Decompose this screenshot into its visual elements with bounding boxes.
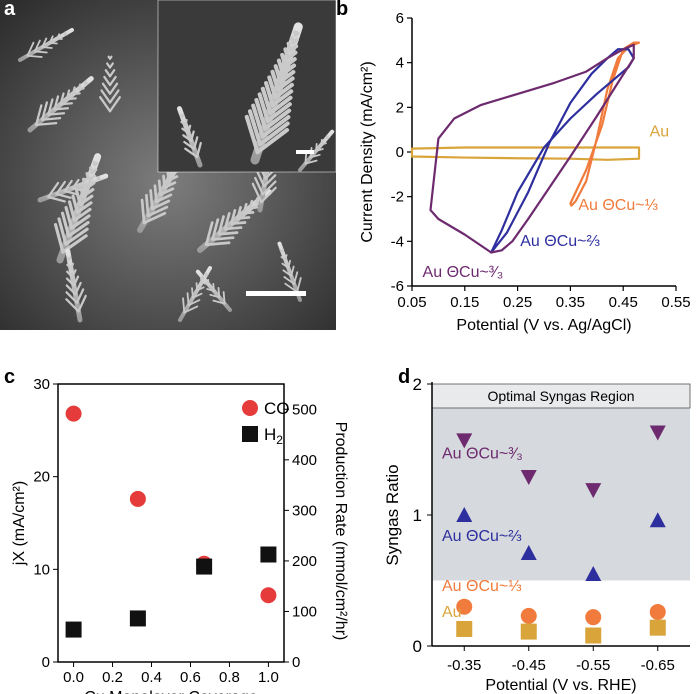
y-right-tick-label: 500 <box>292 401 317 418</box>
cv-annotation-0: Au <box>650 123 670 140</box>
x-tick-label: -0.55 <box>576 657 610 674</box>
y-left-tick-label: 10 <box>33 561 50 578</box>
syngas-ratio-chart: Optimal Syngas Region -0.35 -0.45 -0.55 -0.6… <box>383 375 691 694</box>
marker-H2 <box>260 546 277 563</box>
region-label: Optimal Syngas Region <box>487 388 634 404</box>
marker-cu23 <box>456 507 473 522</box>
marker-CO <box>129 490 146 507</box>
y-right-tick-label: 400 <box>292 452 317 469</box>
y-right-tick-label: 300 <box>292 502 317 519</box>
x-tick-label: 0.6 <box>180 669 201 686</box>
marker-cu13 <box>585 609 602 626</box>
legend-label-co: CO <box>264 399 290 418</box>
y-left-tick-label: 0 <box>42 654 50 671</box>
legend-marker-co <box>242 400 258 416</box>
x-tick-label: 0.05 <box>397 294 426 311</box>
x-tick-label: 0.25 <box>503 294 532 311</box>
x-axis-label: Potential (V vs. Ag/AgCl) <box>456 317 631 334</box>
cv-chart: 0.05 0.15 0.25 0.35 0.45 0.55 -6 -4 -2 0 2 4 6 Potent… <box>359 10 691 334</box>
marker-cu13 <box>456 598 473 615</box>
x-axis-label: Cu Monolayer Coverage <box>84 689 258 694</box>
x-tick-label: 0.8 <box>219 669 240 686</box>
marker-au <box>456 620 473 637</box>
y-right-tick-label: 100 <box>292 603 317 620</box>
marker-H2 <box>129 610 146 627</box>
plot-frame <box>57 383 285 663</box>
series-annotation-cu23: Au ΘCu~⅔ <box>442 528 522 545</box>
y-tick-label: 4 <box>396 55 404 72</box>
x-tick-label: 0.4 <box>141 669 162 686</box>
y-tick-label: 0 <box>396 144 404 161</box>
inset-scale-bar <box>296 150 314 154</box>
x-tick-label: -0.45 <box>512 657 546 674</box>
marker-cu33 <box>585 483 602 499</box>
y-tick-label: 1 <box>413 506 422 525</box>
y-right-tick-label: 200 <box>292 553 317 570</box>
marker-H2 <box>65 621 82 638</box>
y-left-axis-label: jX (mA/cm²) <box>11 481 28 566</box>
y-left-tick-label: 30 <box>33 376 50 393</box>
scale-bar <box>246 291 306 296</box>
marker-H2 <box>196 558 213 575</box>
panel-a-letter: a <box>4 0 16 20</box>
marker-cu13 <box>649 603 666 620</box>
marker-cu33 <box>520 470 537 486</box>
x-tick-label: 0.2 <box>102 669 123 686</box>
marker-au <box>520 623 537 640</box>
series-annotation-au: Au <box>442 604 462 621</box>
marker-cu23 <box>649 512 666 528</box>
sem-micrograph <box>0 0 336 330</box>
cv-curve-cu23 <box>490 48 635 254</box>
series-annotation-cu33: Au ΘCu~³⁄₃ <box>442 446 523 463</box>
y-tick-label: 2 <box>413 375 422 394</box>
marker-cu33 <box>456 433 473 449</box>
marker-cu33 <box>649 425 666 441</box>
cv-annotation-2: Au ΘCu~⅔ <box>520 233 600 250</box>
marker-CO <box>65 405 82 422</box>
marker-au <box>649 619 666 636</box>
cv-annotation-1: Au ΘCu~⅓ <box>578 197 658 214</box>
x-tick-label: 0.35 <box>556 294 585 311</box>
legend-marker-h2 <box>242 426 258 442</box>
x-tick-label: 1.0 <box>258 669 279 686</box>
y-tick-label: -2 <box>391 189 404 206</box>
marker-cu23 <box>585 565 602 581</box>
y-left-tick-label: 20 <box>33 469 50 486</box>
x-tick-label: 0.55 <box>661 294 690 311</box>
panel-c-letter: c <box>4 366 16 388</box>
y-axis-label: Syngas Ratio <box>383 464 402 565</box>
y-axis-label: Current Density (mA/cm²) <box>359 61 376 242</box>
x-tick-label: 0.15 <box>450 294 479 311</box>
cv-curve-cu33 <box>429 43 635 254</box>
panel-d-letter: d <box>398 366 411 388</box>
x-tick-label: 0.45 <box>609 294 638 311</box>
y-tick-label: 6 <box>396 10 404 27</box>
panel-b-letter: b <box>336 0 349 20</box>
marker-CO <box>260 587 277 604</box>
x-tick-label: -0.65 <box>641 657 675 674</box>
y-tick-label: -4 <box>391 233 404 250</box>
x-axis-label: Potential (V vs. RHE) <box>485 677 636 694</box>
x-tick-label: 0.0 <box>63 669 84 686</box>
optimal-region <box>432 384 690 581</box>
x-tick-label: -0.35 <box>447 657 481 674</box>
y-tick-label: -6 <box>391 278 404 295</box>
legend-label-h2: H2 <box>264 425 283 447</box>
marker-cu23 <box>520 544 537 560</box>
y-right-axis-label: Production Rate (mmol/cm²/hr) <box>332 422 349 641</box>
cv-curve-au <box>410 146 641 161</box>
marker-cu13 <box>520 607 537 624</box>
series-annotation-cu13: Au ΘCu~⅓ <box>442 578 522 595</box>
current-density-chart: 0.0 0.2 0.4 0.6 0.8 1.00102030010020030040050… <box>11 376 349 694</box>
cv-annotation-3: Au ΘCu~³⁄₃ <box>423 264 504 281</box>
y-tick-label: 2 <box>396 99 404 116</box>
marker-au <box>585 627 602 644</box>
y-tick-label: 0 <box>413 637 422 656</box>
region-label-box <box>431 383 691 409</box>
y-right-tick-label: 0 <box>292 654 300 671</box>
